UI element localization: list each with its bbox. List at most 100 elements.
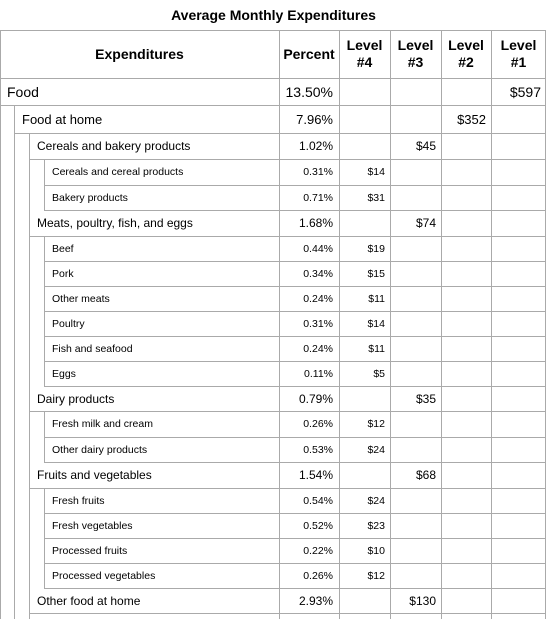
percent-value: 0.34% <box>303 267 333 280</box>
percent-value: 1.54% <box>298 468 333 482</box>
row-label: Other dairy products <box>52 443 148 456</box>
indent-guide <box>14 159 15 185</box>
indent-guide <box>29 210 30 236</box>
indent-guide <box>14 613 15 619</box>
col-divider-level2 <box>441 30 442 619</box>
percent-value: 0.22% <box>303 544 333 557</box>
indent-guide <box>14 311 15 336</box>
header-percent: Percent <box>283 45 335 62</box>
indent-guide <box>29 563 30 588</box>
table-row: Processed fruits 0.22% $10 <box>0 538 546 563</box>
indent-guide <box>29 236 30 261</box>
indent-guide <box>14 513 15 538</box>
percent-value: 0.31% <box>303 166 333 178</box>
indent-guide <box>44 411 45 437</box>
table-row: Food at home 7.96% $352 <box>0 105 546 133</box>
table-row: Fruits and vegetables 1.54% $68 <box>0 462 546 488</box>
table-row: Food 13.50% $597 <box>0 78 546 105</box>
indent-guide <box>44 488 45 513</box>
indent-guide <box>14 488 15 513</box>
table-row: Cereals and cereal products 0.31% $14 <box>0 159 546 185</box>
table-row: Pork 0.34% $15 <box>0 261 546 286</box>
percent-value: 0.71% <box>303 191 333 204</box>
level3-amount: $68 <box>415 468 436 482</box>
indent-guide <box>14 105 15 133</box>
header-level2: Level #2 <box>448 37 484 70</box>
indent-guide <box>14 336 15 361</box>
level4-amount: $15 <box>367 267 385 280</box>
row-border <box>14 133 546 134</box>
indent-guide <box>29 462 30 488</box>
percent-value: 0.24% <box>303 342 333 355</box>
indent-guide <box>14 185 15 210</box>
indent-guide <box>29 513 30 538</box>
row-border <box>44 538 546 539</box>
col-divider-level4 <box>339 30 340 619</box>
row-label: Food <box>7 83 39 100</box>
level4-amount: $23 <box>367 519 385 532</box>
table-row-partial <box>0 613 546 619</box>
indent-guide <box>29 488 30 513</box>
row-border <box>29 159 546 160</box>
percent-value: 13.50% <box>285 83 333 100</box>
col-divider-level1 <box>491 30 492 619</box>
row-border <box>44 311 546 312</box>
level4-amount: $12 <box>367 418 385 430</box>
row-border <box>44 185 546 186</box>
percent-value: 0.79% <box>298 391 333 406</box>
level4-amount: $24 <box>367 443 385 456</box>
table-row: Dairy products 0.79% $35 <box>0 386 546 411</box>
indent-guide <box>14 133 15 159</box>
row-border <box>29 488 546 489</box>
indent-guide <box>29 437 30 462</box>
indent-guide <box>29 538 30 563</box>
indent-guide <box>29 336 30 361</box>
percent-value: 0.26% <box>303 569 333 582</box>
indent-guide <box>44 185 45 210</box>
col-divider-level3 <box>390 30 391 619</box>
indent-guide <box>29 261 30 286</box>
indent-guide <box>14 563 15 588</box>
row-border <box>44 588 546 589</box>
indent-guide <box>14 386 15 411</box>
percent-value: 0.11% <box>304 367 333 380</box>
indent-guide <box>44 538 45 563</box>
level4-amount: $11 <box>368 292 385 305</box>
table-right-border <box>545 30 546 619</box>
indent-guide <box>44 437 45 462</box>
table-row: Cereals and bakery products 1.02% $45 <box>0 133 546 159</box>
row-label: Processed vegetables <box>52 569 156 582</box>
row-border <box>44 437 546 438</box>
table-row: Other meats 0.24% $11 <box>0 286 546 311</box>
level3-amount: $130 <box>409 593 436 608</box>
row-label: Other meats <box>52 292 110 305</box>
percent-value: 2.93% <box>298 593 333 608</box>
indent-guide <box>29 311 30 336</box>
indent-guide <box>44 361 45 386</box>
indent-guide <box>29 185 30 210</box>
level4-amount: $11 <box>368 342 385 355</box>
row-border <box>44 210 546 211</box>
level4-amount: $24 <box>367 494 385 507</box>
level4-amount: $19 <box>367 242 385 255</box>
table-row: Beef 0.44% $19 <box>0 236 546 261</box>
percent-value: 0.52% <box>303 519 333 532</box>
table-row: Fish and seafood 0.24% $11 <box>0 336 546 361</box>
percent-value: 0.53% <box>303 443 333 456</box>
table-row: Fresh vegetables 0.52% $23 <box>0 513 546 538</box>
row-border <box>44 286 546 287</box>
table-row: Other food at home 2.93% $130 <box>0 588 546 613</box>
table-row: Fresh milk and cream 0.26% $12 <box>0 411 546 437</box>
percent-value: 0.54% <box>303 494 333 507</box>
header-bottom-border <box>0 78 546 79</box>
row-label: Beef <box>52 242 74 255</box>
page-title: Average Monthly Expenditures <box>171 7 376 23</box>
row-border <box>44 336 546 337</box>
indent-guide <box>29 588 30 613</box>
indent-guide <box>29 361 30 386</box>
row-border <box>29 236 546 237</box>
percent-value: 0.44% <box>303 242 333 255</box>
indent-guide <box>29 159 30 185</box>
table-row: Meats, poultry, fish, and eggs 1.68% $74 <box>0 210 546 236</box>
percent-value: 1.68% <box>298 216 333 230</box>
